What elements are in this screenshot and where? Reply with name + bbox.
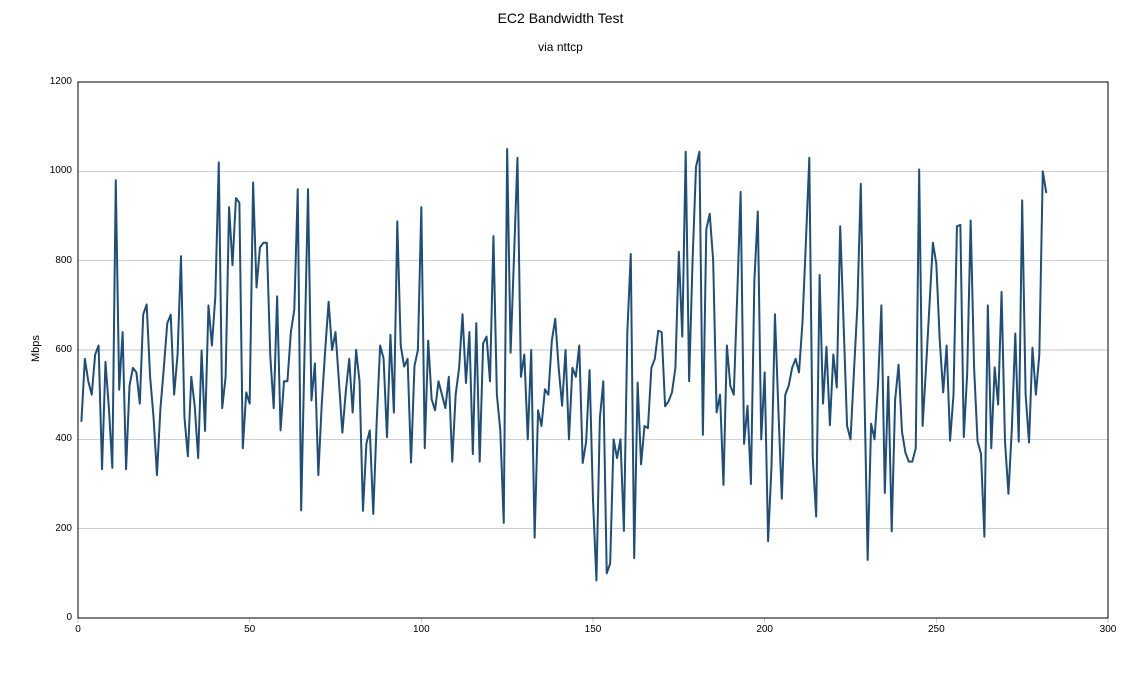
x-tick-label: 50 [244, 624, 255, 635]
y-tick-label: 400 [55, 433, 72, 444]
y-axis-label: Mbps [30, 335, 42, 362]
x-tick-label: 200 [756, 624, 773, 635]
chart-subtitle: via nttcp [0, 40, 1121, 54]
y-tick-label: 0 [66, 612, 72, 623]
x-tick-label: 100 [413, 624, 430, 635]
x-tick-label: 300 [1100, 624, 1117, 635]
y-tick-label: 800 [55, 255, 72, 266]
x-tick-label: 250 [928, 624, 945, 635]
x-tick-label: 0 [75, 624, 81, 635]
y-tick-label: 1000 [50, 165, 72, 176]
y-tick-label: 200 [55, 523, 72, 534]
y-tick-label: 1200 [50, 76, 72, 87]
y-tick-label: 600 [55, 344, 72, 355]
chart-svg [0, 0, 1121, 677]
chart-container: EC2 Bandwidth Test via nttcp Mbps 0 200 40… [0, 0, 1121, 677]
chart-title: EC2 Bandwidth Test [0, 10, 1121, 26]
x-tick-label: 150 [585, 624, 602, 635]
